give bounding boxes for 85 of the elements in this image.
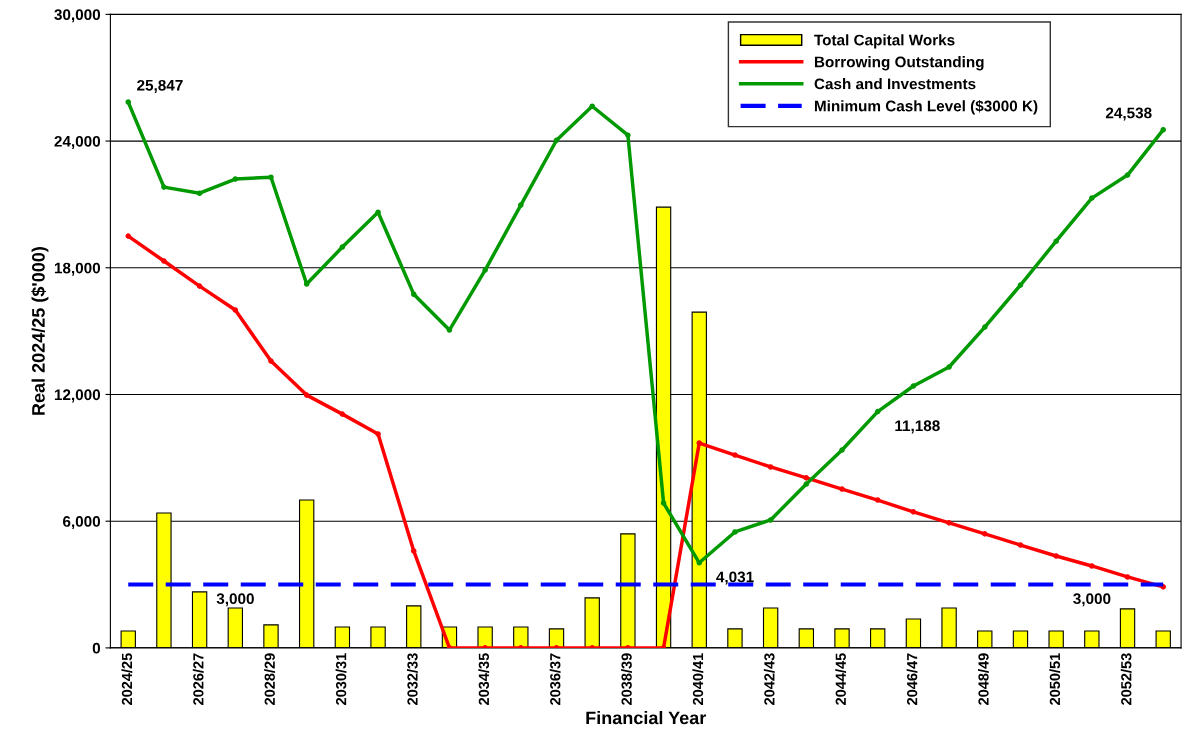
- point: [268, 174, 274, 180]
- point: [1160, 126, 1166, 133]
- point: [839, 447, 845, 453]
- point: [839, 486, 845, 492]
- point: [1017, 542, 1024, 548]
- point: [946, 520, 952, 526]
- point: [874, 408, 881, 415]
- point: [1089, 563, 1095, 569]
- point: [1089, 195, 1095, 201]
- point: [232, 307, 239, 313]
- point: [803, 481, 810, 487]
- point: [910, 509, 917, 515]
- y-tick-label: 0: [92, 642, 101, 654]
- point: [946, 364, 952, 370]
- data-label: 4,031: [716, 571, 754, 585]
- legend-label: Total Capital Works: [814, 34, 955, 49]
- x-tick-label: 2044/45: [835, 653, 847, 705]
- point: [375, 431, 381, 437]
- bar: [584, 597, 600, 648]
- data-label: 25,847: [137, 79, 183, 93]
- point: [874, 497, 881, 503]
- y-axis-title: Real 2024/25 ($'000): [31, 247, 49, 415]
- point: [732, 452, 738, 458]
- x-tick-label: 2042/43: [763, 653, 775, 705]
- point: [482, 267, 488, 273]
- point: [410, 548, 417, 554]
- point: [981, 324, 988, 330]
- legend-label: Cash and Investments: [814, 78, 976, 90]
- x-tick-label: 2046/47: [906, 653, 918, 705]
- point: [161, 258, 167, 264]
- point: [1053, 553, 1059, 559]
- point: [161, 184, 167, 190]
- x-tick-label: 2024/25: [121, 653, 133, 705]
- point: [446, 327, 453, 333]
- point: [303, 392, 310, 398]
- point: [125, 233, 132, 239]
- data-label: 11,188: [895, 420, 940, 434]
- x-tick-label: 2040/41: [692, 653, 704, 705]
- point: [232, 176, 239, 182]
- point: [1017, 282, 1024, 288]
- point: [696, 440, 703, 446]
- point: [767, 464, 774, 470]
- point: [660, 500, 667, 506]
- data-label: 24,538: [1105, 107, 1152, 121]
- point: [339, 411, 346, 417]
- point: [553, 137, 560, 144]
- point: [410, 291, 417, 297]
- point: [196, 190, 203, 197]
- y-tick-label: 6,000: [63, 516, 101, 530]
- point: [339, 244, 346, 250]
- point: [518, 202, 524, 208]
- point: [125, 99, 132, 105]
- x-tick-label: 2028/29: [264, 653, 276, 705]
- y-tick-label: 12,000: [54, 389, 101, 403]
- x-tick-label: 2034/35: [478, 653, 490, 705]
- point: [1124, 172, 1131, 178]
- y-tick-label: 30,000: [54, 9, 101, 23]
- point: [1053, 238, 1059, 244]
- data-label: 3,000: [1073, 593, 1111, 607]
- point: [732, 529, 738, 535]
- point: [625, 132, 631, 138]
- point: [767, 517, 774, 523]
- x-tick-label: 2030/31: [335, 653, 347, 705]
- x-tick-label: 2050/51: [1049, 653, 1061, 705]
- y-tick-label: 18,000: [54, 262, 101, 276]
- point: [803, 475, 810, 481]
- point: [268, 358, 274, 364]
- x-tick-label: 2048/49: [977, 653, 989, 705]
- y-tick-label: 24,000: [54, 135, 101, 149]
- point: [910, 383, 917, 389]
- point: [303, 281, 310, 287]
- x-tick-label: 2052/53: [1120, 653, 1132, 705]
- point: [1124, 574, 1131, 580]
- data-label: 3,000: [216, 593, 254, 607]
- x-tick-label: 2032/33: [406, 653, 418, 705]
- x-tick-label: 2026/27: [192, 653, 204, 705]
- point: [589, 103, 595, 110]
- legend-label: Borrowing Outstanding: [814, 56, 984, 71]
- point: [196, 283, 203, 289]
- point: [981, 531, 988, 537]
- legend-label: Minimum Cash Level ($3000 K): [814, 99, 1038, 115]
- x-tick-label: 2036/37: [549, 653, 561, 705]
- bar: [620, 533, 636, 648]
- x-tick-label: 2038/39: [621, 653, 632, 705]
- x-axis-title: Financial Year: [586, 711, 707, 725]
